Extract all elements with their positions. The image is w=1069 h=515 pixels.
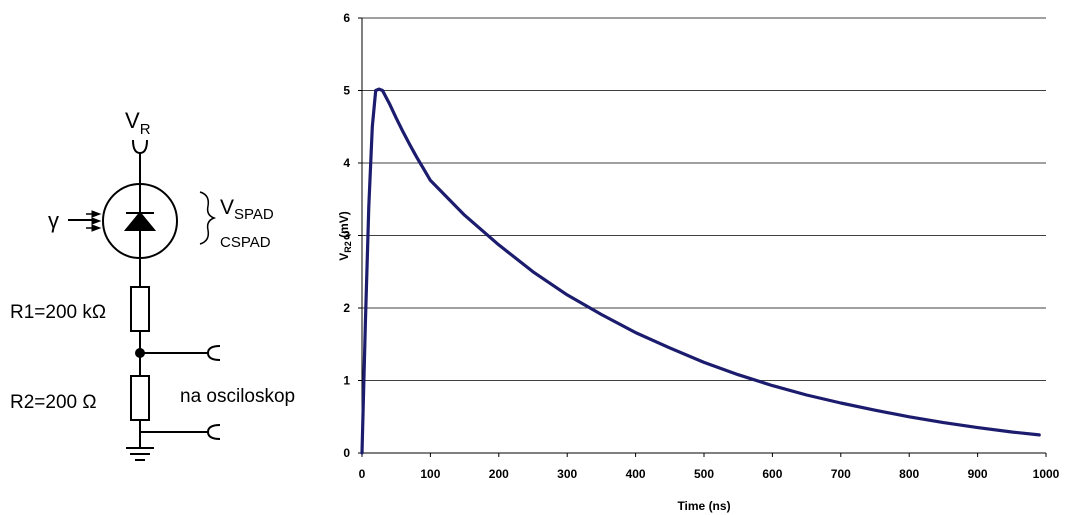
gamma-label: γ (48, 208, 59, 233)
x-tick-label-900: 900 (968, 467, 988, 481)
x-tick-label-1000: 1000 (1033, 467, 1060, 481)
chart-x-ticks: 0 100 200 300 400 500 600 700 800 900 1000 (359, 453, 1060, 481)
y-tick-label-2: 2 (343, 301, 350, 315)
x-tick-label-800: 800 (899, 467, 919, 481)
vr-label-sub: R (140, 121, 151, 138)
y-tick-label-6: 6 (343, 11, 350, 25)
chart: 0 1 2 3 4 5 6 0 100 200 300 400 500 600 700 800 900 1000… (337, 11, 1060, 513)
diode-triangle (123, 211, 157, 231)
chart-gridlines (362, 17, 1046, 381)
y-axis-label-sub: R2 (343, 241, 353, 253)
x-tick-label-300: 300 (557, 467, 577, 481)
photon-arrow-3 (91, 224, 102, 232)
x-tick-label-700: 700 (831, 467, 851, 481)
y-tick-label-0: 0 (343, 446, 350, 460)
y-axis-label: VR2 (mV) (337, 211, 353, 261)
y-tick-label-5: 5 (343, 84, 350, 98)
x-axis-label: Time (ns) (677, 499, 730, 513)
cspad-label: CSPAD (220, 234, 271, 251)
y-axis-label-unit: (mV) (337, 211, 351, 241)
vspad-label: VSPAD (220, 196, 274, 223)
vr-terminal (132, 139, 148, 155)
x-tick-label-200: 200 (489, 467, 509, 481)
photon-arrow-2 (91, 217, 102, 225)
y-tick-label-3: 3 (343, 229, 350, 243)
circuit-diagram (68, 139, 221, 461)
scope-label: na osciloskop (180, 386, 295, 407)
series-line-vr2 (360, 87, 1041, 455)
y-axis-label-main: V (337, 253, 351, 261)
ground-symbol (126, 447, 154, 461)
x-tick-label-100: 100 (420, 467, 440, 481)
x-tick-label-600: 600 (762, 467, 782, 481)
x-tick-label-0: 0 (359, 467, 366, 481)
y-tick-label-4: 4 (343, 156, 350, 170)
r2-label: R2=200 Ω (10, 392, 97, 413)
x-tick-label-500: 500 (694, 467, 714, 481)
spad-brace (199, 191, 217, 245)
r1-label: R1=200 kΩ (10, 302, 106, 323)
x-tick-label-400: 400 (626, 467, 646, 481)
resistor-r2 (130, 375, 150, 421)
vspad-label-main: V (220, 196, 234, 219)
resistor-r1 (130, 286, 150, 332)
scope-terminal-top (206, 345, 221, 361)
scope-terminal-bottom (206, 424, 221, 440)
vr-label-main: V (125, 108, 140, 133)
photon-arrow-1 (91, 210, 102, 218)
circuit-labels: VR γ VSPAD CSPAD R1=200 kΩ R2=200 Ω na o… (10, 108, 295, 413)
vspad-label-sub: SPAD (234, 206, 274, 223)
y-tick-label-1: 1 (343, 374, 350, 388)
vr-label: VR (125, 108, 151, 138)
chart-y-ticks: 0 1 2 3 4 5 6 (343, 11, 362, 460)
